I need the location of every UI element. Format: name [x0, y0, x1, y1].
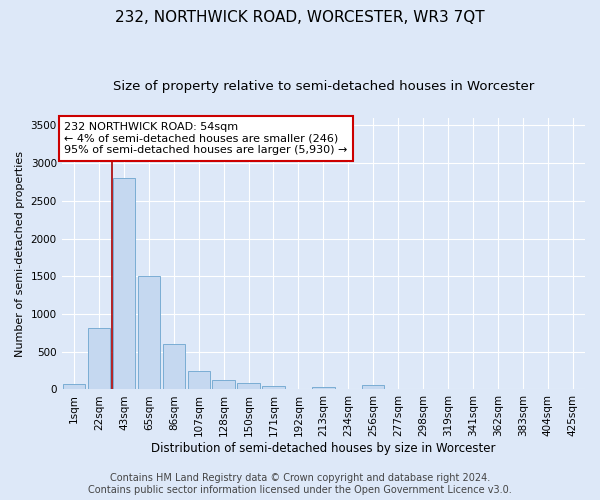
Bar: [113, 178, 135, 390]
Bar: [88, 328, 110, 390]
Bar: [212, 380, 235, 390]
Bar: [163, 344, 185, 390]
Y-axis label: Number of semi-detached properties: Number of semi-detached properties: [15, 150, 25, 356]
Bar: [362, 385, 385, 390]
Bar: [238, 384, 260, 390]
Text: 232 NORTHWICK ROAD: 54sqm
← 4% of semi-detached houses are smaller (246)
95% of : 232 NORTHWICK ROAD: 54sqm ← 4% of semi-d…: [64, 122, 347, 155]
Bar: [63, 384, 85, 390]
Bar: [188, 372, 210, 390]
Bar: [312, 387, 335, 390]
Title: Size of property relative to semi-detached houses in Worcester: Size of property relative to semi-detach…: [113, 80, 534, 93]
Bar: [137, 276, 160, 390]
Text: 232, NORTHWICK ROAD, WORCESTER, WR3 7QT: 232, NORTHWICK ROAD, WORCESTER, WR3 7QT: [115, 10, 485, 25]
X-axis label: Distribution of semi-detached houses by size in Worcester: Distribution of semi-detached houses by …: [151, 442, 496, 455]
Text: Contains HM Land Registry data © Crown copyright and database right 2024.
Contai: Contains HM Land Registry data © Crown c…: [88, 474, 512, 495]
Bar: [262, 386, 285, 390]
Bar: [287, 388, 310, 390]
